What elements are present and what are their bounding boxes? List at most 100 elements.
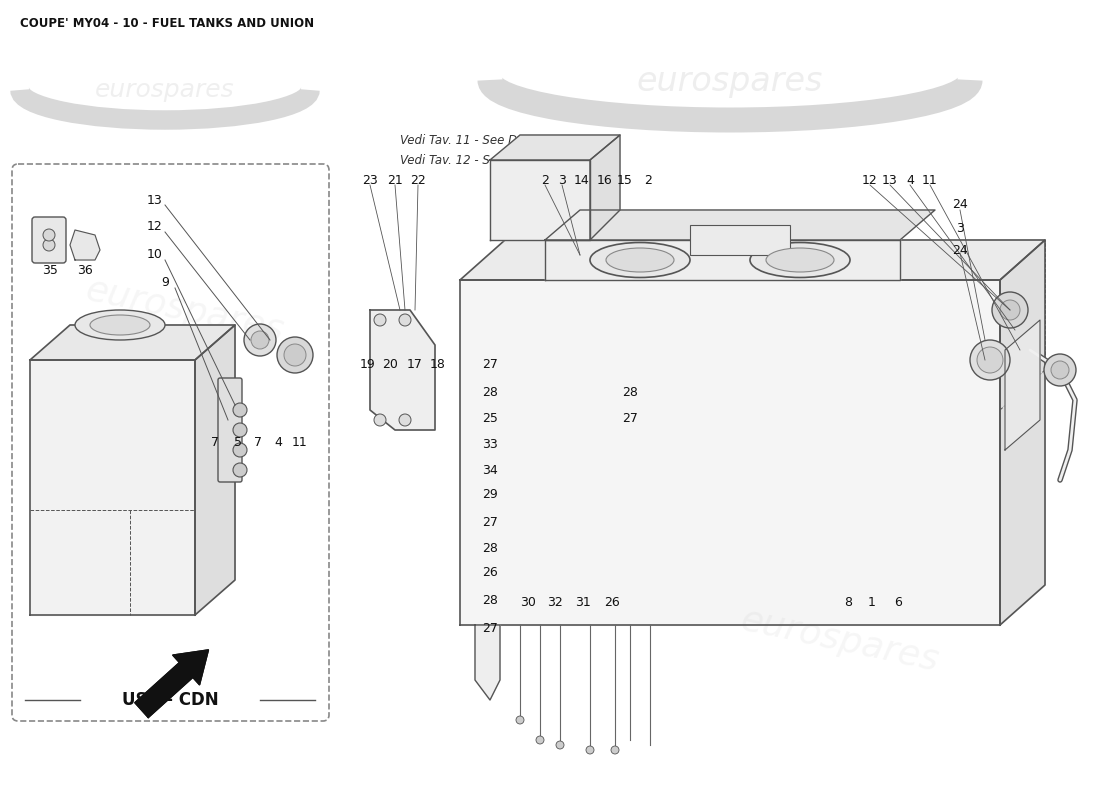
Ellipse shape bbox=[590, 242, 690, 278]
Circle shape bbox=[1044, 354, 1076, 386]
Text: 14: 14 bbox=[574, 174, 590, 186]
Text: 27: 27 bbox=[623, 411, 638, 425]
Text: 24: 24 bbox=[953, 198, 968, 211]
Circle shape bbox=[399, 414, 411, 426]
Circle shape bbox=[1050, 361, 1069, 379]
Polygon shape bbox=[30, 325, 235, 360]
Text: 9: 9 bbox=[161, 277, 169, 290]
Text: eurospares: eurospares bbox=[637, 66, 823, 98]
Polygon shape bbox=[70, 230, 100, 260]
Text: 2: 2 bbox=[645, 174, 652, 186]
Ellipse shape bbox=[766, 248, 834, 272]
Circle shape bbox=[43, 239, 55, 251]
Text: 34: 34 bbox=[482, 463, 498, 477]
Text: 30: 30 bbox=[520, 595, 536, 609]
Circle shape bbox=[374, 414, 386, 426]
Text: 33: 33 bbox=[482, 438, 498, 451]
Ellipse shape bbox=[750, 242, 850, 278]
Text: 36: 36 bbox=[77, 263, 92, 277]
Polygon shape bbox=[460, 240, 1045, 280]
Polygon shape bbox=[135, 650, 208, 718]
Text: 5: 5 bbox=[234, 435, 242, 449]
Polygon shape bbox=[490, 160, 590, 240]
Ellipse shape bbox=[90, 315, 150, 335]
Text: 11: 11 bbox=[293, 435, 308, 449]
Circle shape bbox=[1000, 300, 1020, 320]
Text: 3: 3 bbox=[956, 222, 964, 234]
Text: 7: 7 bbox=[211, 435, 219, 449]
FancyBboxPatch shape bbox=[12, 164, 329, 721]
Text: 12: 12 bbox=[862, 174, 878, 186]
Polygon shape bbox=[30, 360, 195, 615]
Polygon shape bbox=[1000, 240, 1045, 625]
Circle shape bbox=[556, 741, 564, 749]
Text: 21: 21 bbox=[387, 174, 403, 186]
Text: Vedi Tav. 12 - See Draw. 12: Vedi Tav. 12 - See Draw. 12 bbox=[400, 154, 561, 166]
Circle shape bbox=[233, 463, 248, 477]
Text: 24: 24 bbox=[953, 243, 968, 257]
Text: 29: 29 bbox=[482, 489, 498, 502]
Text: 11: 11 bbox=[922, 174, 938, 186]
Circle shape bbox=[536, 736, 544, 744]
Polygon shape bbox=[590, 135, 620, 240]
Polygon shape bbox=[370, 310, 434, 430]
Text: 28: 28 bbox=[482, 386, 498, 398]
Circle shape bbox=[233, 443, 248, 457]
Text: 26: 26 bbox=[482, 566, 498, 578]
Circle shape bbox=[610, 746, 619, 754]
Text: COUPE' MY04 - 10 - FUEL TANKS AND UNION: COUPE' MY04 - 10 - FUEL TANKS AND UNION bbox=[20, 17, 315, 30]
Text: 4: 4 bbox=[274, 435, 282, 449]
Text: 28: 28 bbox=[623, 386, 638, 398]
Text: 32: 32 bbox=[547, 595, 563, 609]
Circle shape bbox=[284, 344, 306, 366]
Polygon shape bbox=[460, 280, 1000, 625]
Circle shape bbox=[586, 746, 594, 754]
Circle shape bbox=[399, 314, 411, 326]
Circle shape bbox=[977, 347, 1003, 373]
Text: 35: 35 bbox=[42, 263, 58, 277]
Polygon shape bbox=[490, 135, 620, 160]
Text: 31: 31 bbox=[575, 595, 591, 609]
Text: 6: 6 bbox=[894, 595, 902, 609]
Circle shape bbox=[43, 229, 55, 241]
Text: 26: 26 bbox=[604, 595, 620, 609]
Text: eurospares: eurospares bbox=[738, 602, 943, 678]
Text: 27: 27 bbox=[482, 622, 498, 634]
Circle shape bbox=[992, 292, 1028, 328]
FancyBboxPatch shape bbox=[218, 378, 242, 482]
Text: 13: 13 bbox=[882, 174, 898, 186]
Circle shape bbox=[374, 314, 386, 326]
Text: 2: 2 bbox=[541, 174, 549, 186]
Polygon shape bbox=[1005, 320, 1040, 450]
Text: 12: 12 bbox=[147, 221, 163, 234]
Text: Vedi Tav. 11 - See Draw. 11: Vedi Tav. 11 - See Draw. 11 bbox=[400, 134, 561, 146]
Circle shape bbox=[516, 716, 524, 724]
Text: 27: 27 bbox=[482, 358, 498, 371]
Text: 20: 20 bbox=[382, 358, 398, 371]
Polygon shape bbox=[544, 210, 935, 240]
Circle shape bbox=[233, 423, 248, 437]
Polygon shape bbox=[544, 240, 900, 280]
Text: USA - CDN: USA - CDN bbox=[122, 691, 218, 709]
Text: 28: 28 bbox=[482, 542, 498, 554]
Polygon shape bbox=[475, 625, 500, 700]
Circle shape bbox=[251, 331, 270, 349]
Text: 8: 8 bbox=[844, 595, 852, 609]
Text: 3: 3 bbox=[558, 174, 565, 186]
FancyBboxPatch shape bbox=[32, 217, 66, 263]
Text: 22: 22 bbox=[410, 174, 426, 186]
Circle shape bbox=[244, 324, 276, 356]
Circle shape bbox=[233, 403, 248, 417]
Circle shape bbox=[970, 340, 1010, 380]
Text: 10: 10 bbox=[147, 249, 163, 262]
Ellipse shape bbox=[606, 248, 674, 272]
Text: 19: 19 bbox=[360, 358, 376, 371]
Text: eurospares: eurospares bbox=[618, 542, 823, 618]
FancyBboxPatch shape bbox=[690, 225, 790, 255]
Text: eurospares: eurospares bbox=[82, 272, 287, 348]
Text: 27: 27 bbox=[482, 515, 498, 529]
Text: 7: 7 bbox=[254, 435, 262, 449]
Circle shape bbox=[277, 337, 313, 373]
Text: eurospares: eurospares bbox=[618, 232, 823, 308]
Text: 13: 13 bbox=[147, 194, 163, 206]
